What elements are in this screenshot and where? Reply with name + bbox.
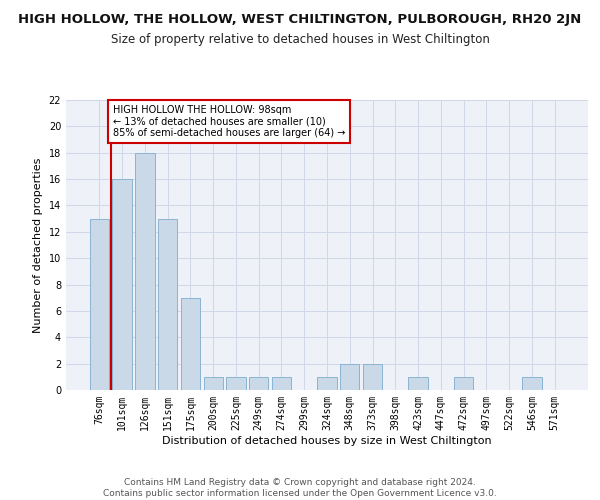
Text: Contains HM Land Registry data © Crown copyright and database right 2024.
Contai: Contains HM Land Registry data © Crown c… [103,478,497,498]
X-axis label: Distribution of detached houses by size in West Chiltington: Distribution of detached houses by size … [162,436,492,446]
Bar [181,298,200,390]
Y-axis label: Number of detached properties: Number of detached properties [33,158,43,332]
Bar [272,377,291,390]
Bar [158,218,178,390]
Bar [112,179,132,390]
Bar [135,152,155,390]
Bar [317,377,337,390]
Bar [226,377,245,390]
Bar [90,218,109,390]
Bar [454,377,473,390]
Bar [409,377,428,390]
Bar [249,377,268,390]
Bar [363,364,382,390]
Text: HIGH HOLLOW, THE HOLLOW, WEST CHILTINGTON, PULBOROUGH, RH20 2JN: HIGH HOLLOW, THE HOLLOW, WEST CHILTINGTO… [19,12,581,26]
Bar [203,377,223,390]
Bar [522,377,542,390]
Text: HIGH HOLLOW THE HOLLOW: 98sqm
← 13% of detached houses are smaller (10)
85% of s: HIGH HOLLOW THE HOLLOW: 98sqm ← 13% of d… [113,106,346,138]
Text: Size of property relative to detached houses in West Chiltington: Size of property relative to detached ho… [110,32,490,46]
Bar [340,364,359,390]
